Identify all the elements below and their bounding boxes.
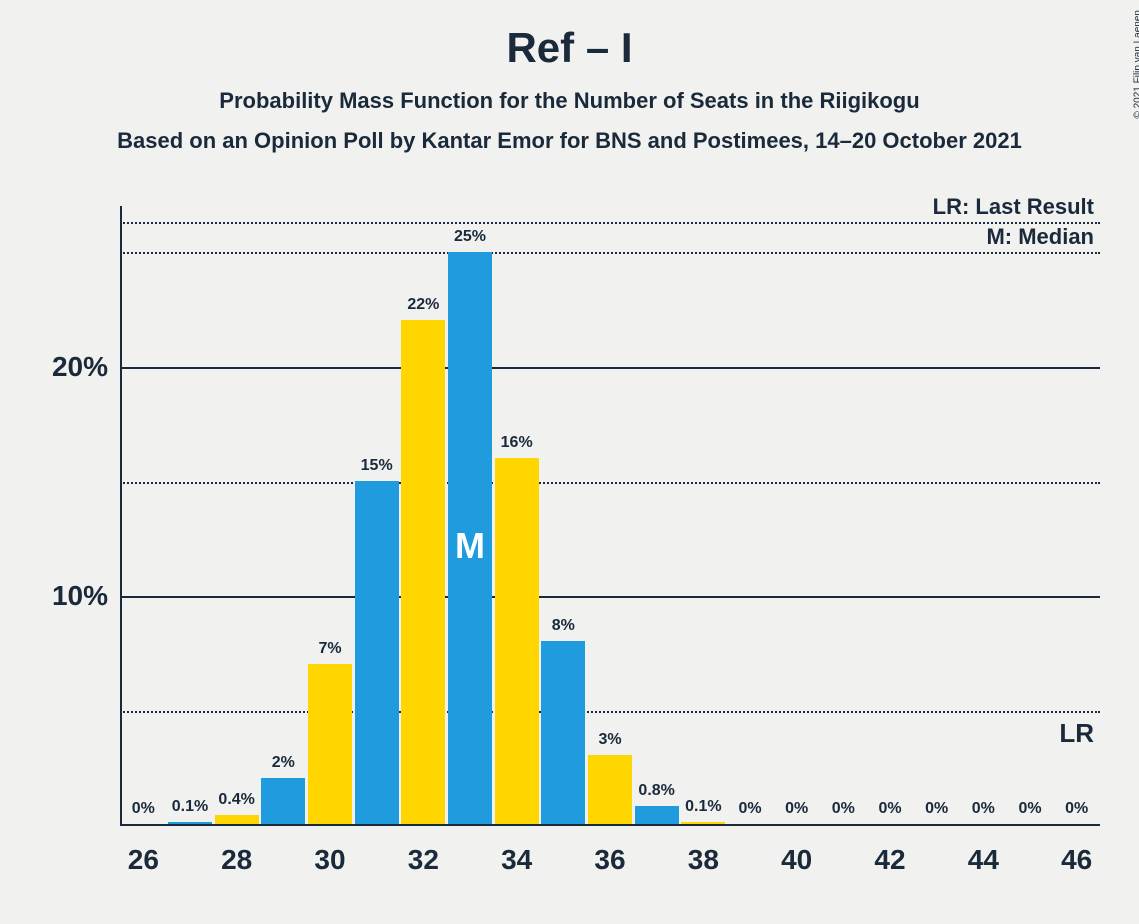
bar: [401, 320, 445, 824]
x-tick-label: 40: [781, 844, 812, 876]
x-tick-label: 36: [594, 844, 625, 876]
chart-subtitle-2: Based on an Opinion Poll by Kantar Emor …: [0, 128, 1139, 154]
x-tick-label: 42: [874, 844, 905, 876]
x-axis: [120, 824, 1100, 826]
bar-value-label: 0%: [972, 800, 995, 818]
bar-value-label: 2%: [272, 754, 295, 772]
bar: [168, 822, 212, 824]
bar: [355, 481, 399, 824]
bar: [308, 664, 352, 824]
bar-value-label: 0.1%: [172, 798, 208, 816]
bar-value-label: 0%: [925, 800, 948, 818]
bar: [495, 458, 539, 824]
bar-value-label: 0%: [878, 800, 901, 818]
bar-value-label: 3%: [598, 731, 621, 749]
y-tick-label: 20%: [52, 351, 108, 383]
bar-value-label: 0.8%: [638, 782, 674, 800]
y-tick-label: 10%: [52, 580, 108, 612]
bar-value-label: 25%: [454, 228, 486, 246]
x-tick-label: 44: [968, 844, 999, 876]
bar-value-label: 0%: [1065, 800, 1088, 818]
x-tick-label: 26: [128, 844, 159, 876]
bar: [261, 778, 305, 824]
x-tick-label: 34: [501, 844, 532, 876]
bar-value-label: 0%: [785, 800, 808, 818]
bar: [635, 806, 679, 824]
bars-group: 0% 0.1% 0.4% 2% 7% 15% 22% 25% M 16% 8% 3% 0.8% 0.1% 0…: [120, 206, 1100, 824]
bar: [215, 815, 259, 824]
chart-subtitle: Probability Mass Function for the Number…: [0, 88, 1139, 114]
copyright-text: © 2021 Filip van Laenen: [1133, 10, 1139, 119]
bar-value-label: 0%: [1018, 800, 1041, 818]
x-tick-label: 32: [408, 844, 439, 876]
bar-value-label: 8%: [552, 617, 575, 635]
bar-value-label: 16%: [501, 434, 533, 452]
bar-value-label: 0%: [832, 800, 855, 818]
bar: [681, 822, 725, 824]
bar-value-label: 22%: [407, 296, 439, 314]
x-tick-label: 28: [221, 844, 252, 876]
x-tick-label: 46: [1061, 844, 1092, 876]
plot-area: 10%20% LR: Last Result M: Median LR 0%0.…: [120, 206, 1100, 826]
median-mark: M: [455, 525, 485, 567]
bar: [588, 755, 632, 824]
bar-value-label: 15%: [361, 457, 393, 475]
bar-value-label: 0.1%: [685, 798, 721, 816]
chart-container: Ref – I Probability Mass Function for th…: [0, 0, 1139, 924]
bar: [541, 641, 585, 824]
bar-value-label: 0.4%: [218, 791, 254, 809]
chart-title: Ref – I: [0, 0, 1139, 72]
bar-value-label: 0%: [132, 800, 155, 818]
x-tick-label: 30: [314, 844, 345, 876]
x-tick-label: 38: [688, 844, 719, 876]
bar-value-label: 7%: [318, 640, 341, 658]
bar-value-label: 0%: [738, 800, 761, 818]
